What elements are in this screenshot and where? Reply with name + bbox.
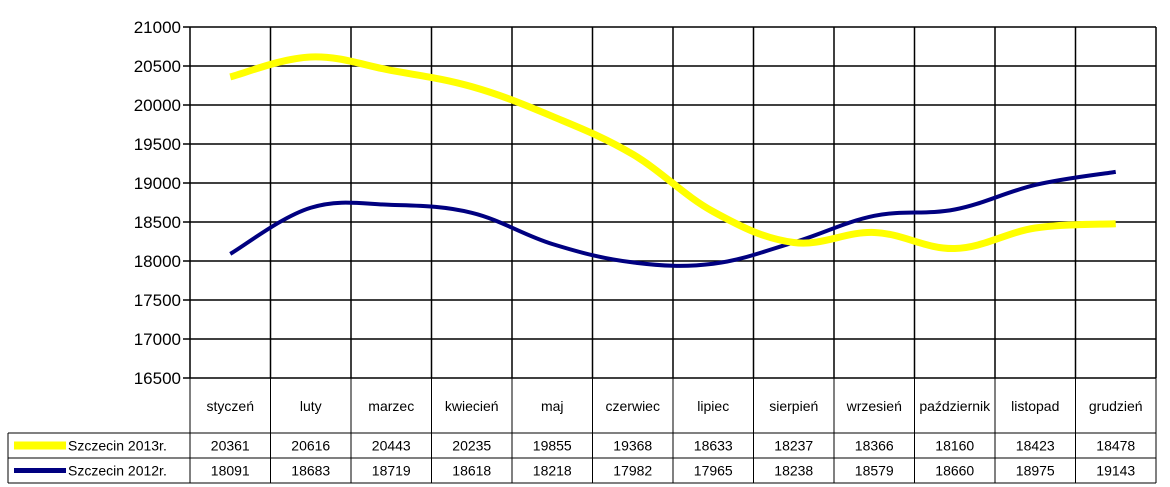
category-label: październik	[919, 398, 991, 414]
y-tick-label: 17000	[134, 330, 181, 349]
data-label: 18237	[774, 438, 813, 454]
data-label: 18683	[291, 463, 330, 479]
data-label: 18633	[694, 438, 733, 454]
data-label: 20235	[452, 438, 491, 454]
data-label: 18366	[855, 438, 894, 454]
category-label: kwiecień	[445, 398, 499, 414]
data-label: 18618	[452, 463, 491, 479]
y-tick-label: 19500	[134, 135, 181, 154]
category-label: sierpień	[769, 398, 818, 414]
category-label: czerwiec	[606, 398, 660, 414]
category-label: luty	[300, 398, 322, 414]
data-label: 18091	[211, 463, 250, 479]
data-label: 18478	[1096, 438, 1135, 454]
y-tick-label: 21000	[134, 18, 181, 37]
data-label: 18160	[935, 438, 974, 454]
category-label: maj	[541, 398, 564, 414]
series-lines	[229, 53, 1117, 268]
category-label: grudzień	[1089, 398, 1143, 414]
y-tick-label: 20000	[134, 96, 181, 115]
data-label: 18579	[855, 463, 894, 479]
y-tick-label: 16500	[134, 369, 181, 388]
data-table: styczeń luty marzec kwiecień maj czerwiec lipi…	[7, 378, 1157, 484]
category-label: wrzesień	[846, 398, 902, 414]
y-tick-label: 18500	[134, 213, 181, 232]
data-label: 19368	[613, 438, 652, 454]
category-label: listopad	[1011, 398, 1059, 414]
data-label: 20616	[291, 438, 330, 454]
y-axis: 16500 17000 17500 18000 18500 19000 19500 20000…	[134, 18, 190, 388]
data-label: 17982	[613, 463, 652, 479]
data-label: 19143	[1096, 463, 1135, 479]
data-label: 18423	[1016, 438, 1055, 454]
series-line-2012	[229, 169, 1117, 268]
data-label: 20443	[372, 438, 411, 454]
data-label: 18975	[1016, 463, 1055, 479]
y-tick-label: 20500	[134, 57, 181, 76]
data-label: 18660	[935, 463, 974, 479]
y-tick-label: 18000	[134, 252, 181, 271]
data-label: 17965	[694, 463, 733, 479]
data-label: 20361	[211, 438, 250, 454]
y-tick-label: 17500	[134, 291, 181, 310]
data-label: 18218	[533, 463, 572, 479]
legend-series-name: Szczecin 2013r.	[68, 438, 167, 454]
legend-series-name: Szczecin 2012r.	[68, 463, 167, 479]
data-label: 18719	[372, 463, 411, 479]
category-label: marzec	[368, 398, 414, 414]
y-tick-label: 19000	[134, 174, 181, 193]
category-label: styczeń	[207, 398, 254, 414]
data-label: 19855	[533, 438, 572, 454]
category-label: lipiec	[697, 398, 729, 414]
series-line-2013	[229, 53, 1116, 253]
data-label: 18238	[774, 463, 813, 479]
